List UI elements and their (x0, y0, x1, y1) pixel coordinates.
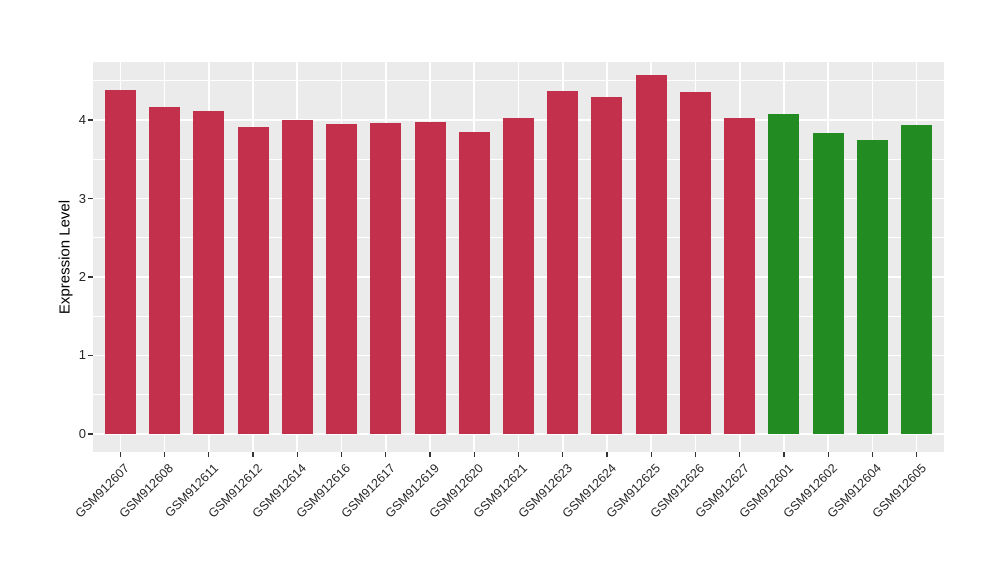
x-tick (473, 452, 475, 457)
x-tick (429, 452, 431, 457)
bar-GSM912608 (149, 106, 181, 434)
bar-GSM912626 (679, 91, 711, 434)
bar-GSM912601 (768, 113, 800, 434)
x-tick (871, 452, 874, 457)
bar-GSM912604 (856, 140, 888, 434)
y-tick-label: 0 (78, 425, 86, 441)
x-tick (562, 452, 564, 457)
y-tick (88, 276, 93, 278)
x-tick (606, 452, 608, 457)
x-tick (208, 452, 210, 457)
y-tick-label: 4 (78, 112, 86, 128)
x-tick (650, 452, 652, 457)
y-tick (88, 433, 93, 435)
bar-GSM912616 (326, 123, 358, 434)
y-tick-label: 3 (78, 190, 86, 206)
bar-GSM912623 (547, 91, 579, 434)
y-tick (88, 119, 93, 121)
bar-GSM912627 (724, 117, 756, 434)
y-axis-title: Expression Level (56, 199, 74, 315)
bar-GSM912602 (812, 133, 844, 434)
x-tick (296, 452, 298, 457)
y-tick (88, 197, 93, 200)
x-tick (694, 452, 697, 457)
x-tick (163, 452, 166, 457)
x-tick (827, 452, 829, 457)
y-tick-label: 2 (78, 269, 86, 284)
bar-GSM912621 (503, 118, 534, 434)
x-tick (252, 452, 254, 457)
x-tick (739, 452, 741, 457)
bar-GSM912611 (193, 111, 225, 434)
x-tick (916, 452, 918, 457)
plot-panel (93, 62, 944, 452)
bar-GSM912605 (901, 124, 933, 434)
y-tick (88, 354, 93, 357)
x-tick (119, 452, 121, 457)
x-tick (783, 452, 785, 457)
bar-GSM912612 (237, 127, 269, 434)
bar-GSM912614 (281, 120, 313, 434)
x-tick (340, 452, 343, 457)
bar-GSM912607 (104, 90, 136, 434)
bar-GSM912624 (591, 97, 623, 434)
bar-GSM912617 (370, 123, 402, 434)
bar-GSM912619 (414, 122, 446, 434)
bar-GSM912625 (635, 74, 667, 434)
x-tick (517, 452, 520, 457)
bar-GSM912620 (458, 131, 490, 434)
y-tick-label: 1 (78, 347, 86, 363)
x-tick (385, 452, 387, 457)
